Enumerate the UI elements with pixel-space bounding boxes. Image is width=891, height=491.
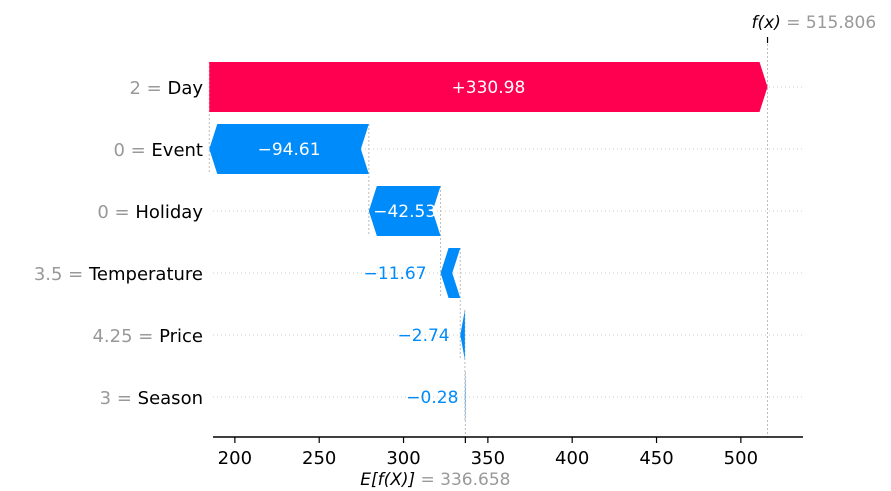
bar-value-label: −42.53 <box>373 202 436 222</box>
feature-name: Price <box>159 326 203 347</box>
feature-name: Event <box>151 140 203 161</box>
feature-name: Day <box>167 78 203 99</box>
feature-label: 3.5 = Temperature <box>34 264 203 285</box>
output-value-label: f(x) = 515.806 <box>752 13 877 33</box>
bar-value-label: −11.67 <box>364 264 427 284</box>
feature-name: Season <box>138 388 203 409</box>
bar-layer <box>209 62 768 422</box>
base-value-label: E[f(X)] = 336.658 <box>360 470 510 490</box>
grid-layer <box>208 40 803 437</box>
x-tick-label: 500 <box>724 448 758 469</box>
feature-value: 3.5 = <box>34 264 89 285</box>
bar-value-label: −0.28 <box>406 388 458 408</box>
x-axis: 200 250 300 350 400 450 500 E[f(X)] = 336.658 f(… <box>213 13 876 490</box>
feature-value: 0 = <box>113 140 151 161</box>
bar-price <box>460 310 465 360</box>
output-value-number: = 515.806 <box>781 13 876 33</box>
bar-holiday <box>368 186 441 236</box>
x-tick-label: 200 <box>218 448 252 469</box>
feature-name: Holiday <box>135 202 203 223</box>
feature-value: 3 = <box>100 388 138 409</box>
feature-value: 2 = <box>129 78 167 99</box>
x-tick-label: 400 <box>555 448 589 469</box>
feature-label: 0 = Holiday <box>97 202 203 223</box>
feature-value: 0 = <box>97 202 135 223</box>
feature-label: 4.25 = Price <box>92 326 203 347</box>
base-value-number: = 336.658 <box>415 470 510 490</box>
bar-value-label: −94.61 <box>258 140 321 160</box>
output-value-name: f(x) <box>752 13 781 33</box>
feature-value: 4.25 = <box>92 326 159 347</box>
bar-day <box>209 62 768 112</box>
x-tick-label: 350 <box>471 448 505 469</box>
feature-label: 3 = Season <box>100 388 203 409</box>
label-layer: +330.98 2 = Day −94.61 0 = Event −42.53 0 = H… <box>34 78 525 409</box>
x-tick-label: 250 <box>302 448 336 469</box>
x-tick-label: 300 <box>386 448 420 469</box>
bar-temperature <box>440 248 461 298</box>
base-value-name: E[f(X)] <box>360 470 415 490</box>
feature-label: 0 = Event <box>113 140 203 161</box>
bar-value-label: +330.98 <box>452 78 526 98</box>
bar-value-label: −2.74 <box>398 326 450 346</box>
bar-event <box>209 124 369 174</box>
feature-label: 2 = Day <box>129 78 203 99</box>
feature-name: Temperature <box>88 264 203 285</box>
x-tick-label: 450 <box>639 448 673 469</box>
